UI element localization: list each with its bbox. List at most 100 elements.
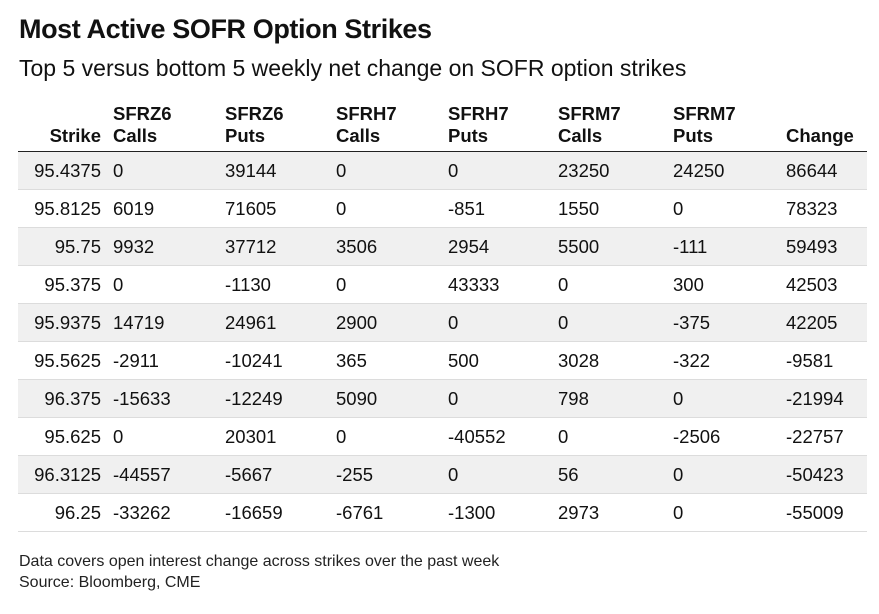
table-row: 95.375 0 -1130 0 43333 0 300 42503 <box>18 265 867 304</box>
strike-cell: 95.4375 <box>18 151 113 190</box>
table-header-row: Strike SFRZ6 Calls SFRZ6 Puts SFRH7 Call… <box>18 100 867 152</box>
column-header-label: Strike <box>49 125 101 146</box>
value-cell: -15633 <box>113 379 225 418</box>
value-cell: 0 <box>336 189 448 228</box>
strike-cell: 96.375 <box>18 379 113 418</box>
value-cell: -33262 <box>113 493 225 532</box>
value-cell: -111 <box>673 227 786 266</box>
value-cell: 6019 <box>113 189 225 228</box>
value-cell: -5667 <box>225 455 336 494</box>
value-cell: -375 <box>673 303 786 342</box>
value-cell: -16659 <box>225 493 336 532</box>
column-header-type: Calls <box>113 125 158 146</box>
column-header-sfrm7-calls: SFRM7 Calls <box>558 100 673 152</box>
table-row: 96.3125 -44557 -5667 -255 0 56 0 -50423 <box>18 455 867 494</box>
table-row: 95.4375 0 39144 0 0 23250 24250 86644 <box>18 151 867 190</box>
column-header-contract: SFRH7 <box>448 103 509 124</box>
table-row: 96.375 -15633 -12249 5090 0 798 0 -21994 <box>18 379 867 418</box>
column-header-sfrz6-calls: SFRZ6 Calls <box>113 100 225 152</box>
column-header-change: Change <box>786 100 867 152</box>
value-cell: -22757 <box>786 417 867 456</box>
value-cell: 24250 <box>673 151 786 190</box>
value-cell: -21994 <box>786 379 867 418</box>
strikes-table: Strike SFRZ6 Calls SFRZ6 Puts SFRH7 Call… <box>18 100 867 532</box>
value-cell: -255 <box>336 455 448 494</box>
value-cell: -40552 <box>448 417 558 456</box>
value-cell: 23250 <box>558 151 673 190</box>
column-header-contract: SFRH7 <box>336 103 397 124</box>
value-cell: 39144 <box>225 151 336 190</box>
value-cell: 9932 <box>113 227 225 266</box>
value-cell: 3028 <box>558 341 673 380</box>
value-cell: 59493 <box>786 227 867 266</box>
value-cell: 0 <box>673 379 786 418</box>
value-cell: -50423 <box>786 455 867 494</box>
value-cell: 2973 <box>558 493 673 532</box>
value-cell: 86644 <box>786 151 867 190</box>
table-row: 95.8125 6019 71605 0 -851 1550 0 78323 <box>18 189 867 228</box>
value-cell: 0 <box>336 151 448 190</box>
value-cell: 24961 <box>225 303 336 342</box>
strike-cell: 95.8125 <box>18 189 113 228</box>
table-row: 96.25 -33262 -16659 -6761 -1300 2973 0 -55009 <box>18 493 867 532</box>
table-row: 95.5625 -2911 -10241 365 500 3028 -322 -9581 <box>18 341 867 380</box>
value-cell: -6761 <box>336 493 448 532</box>
strike-cell: 95.9375 <box>18 303 113 342</box>
value-cell: 56 <box>558 455 673 494</box>
strike-cell: 95.375 <box>18 265 113 304</box>
value-cell: -55009 <box>786 493 867 532</box>
value-cell: 5500 <box>558 227 673 266</box>
table-row: 95.625 0 20301 0 -40552 0 -2506 -22757 <box>18 417 867 456</box>
table-body: 95.4375 0 39144 0 0 23250 24250 86644 95.8125 601… <box>18 151 867 532</box>
chart-title: Most Active SOFR Option Strikes <box>19 14 432 44</box>
value-cell: 43333 <box>448 265 558 304</box>
value-cell: 42205 <box>786 303 867 342</box>
value-cell: 0 <box>673 493 786 532</box>
column-header-contract: SFRM7 <box>673 103 736 124</box>
column-header-type: Puts <box>225 125 266 146</box>
value-cell: 42503 <box>786 265 867 304</box>
value-cell: 78323 <box>786 189 867 228</box>
value-cell: -851 <box>448 189 558 228</box>
value-cell: -1300 <box>448 493 558 532</box>
value-cell: -44557 <box>113 455 225 494</box>
value-cell: 71605 <box>225 189 336 228</box>
value-cell: 1550 <box>558 189 673 228</box>
column-header-label: Change <box>786 125 854 146</box>
value-cell: -322 <box>673 341 786 380</box>
value-cell: 2900 <box>336 303 448 342</box>
table-row: 95.9375 14719 24961 2900 0 0 -375 42205 <box>18 303 867 342</box>
value-cell: 0 <box>558 303 673 342</box>
value-cell: 37712 <box>225 227 336 266</box>
footnote-source: Source: Bloomberg, CME <box>19 574 201 591</box>
value-cell: 0 <box>113 417 225 456</box>
value-cell: -1130 <box>225 265 336 304</box>
value-cell: 0 <box>336 265 448 304</box>
value-cell: 500 <box>448 341 558 380</box>
column-header-contract: SFRZ6 <box>113 103 172 124</box>
column-header-type: Puts <box>448 125 489 146</box>
column-header-sfrm7-puts: SFRM7 Puts <box>673 100 786 152</box>
value-cell: 798 <box>558 379 673 418</box>
column-header-contract: SFRZ6 <box>225 103 284 124</box>
value-cell: 14719 <box>113 303 225 342</box>
value-cell: 3506 <box>336 227 448 266</box>
value-cell: -12249 <box>225 379 336 418</box>
value-cell: 2954 <box>448 227 558 266</box>
footnote: Data covers open interest change across … <box>19 551 499 593</box>
value-cell: 20301 <box>225 417 336 456</box>
column-header-sfrz6-puts: SFRZ6 Puts <box>225 100 336 152</box>
value-cell: -9581 <box>786 341 867 380</box>
column-header-contract: SFRM7 <box>558 103 621 124</box>
value-cell: 300 <box>673 265 786 304</box>
column-header-type: Puts <box>673 125 714 146</box>
value-cell: -10241 <box>225 341 336 380</box>
strike-cell: 95.625 <box>18 417 113 456</box>
value-cell: 0 <box>448 455 558 494</box>
chart-subtitle: Top 5 versus bottom 5 weekly net change … <box>19 55 687 81</box>
strike-cell: 95.75 <box>18 227 113 266</box>
column-header-strike: Strike <box>18 100 113 152</box>
strike-cell: 96.3125 <box>18 455 113 494</box>
value-cell: 0 <box>558 265 673 304</box>
table-row: 95.75 9932 37712 3506 2954 5500 -111 59493 <box>18 227 867 266</box>
